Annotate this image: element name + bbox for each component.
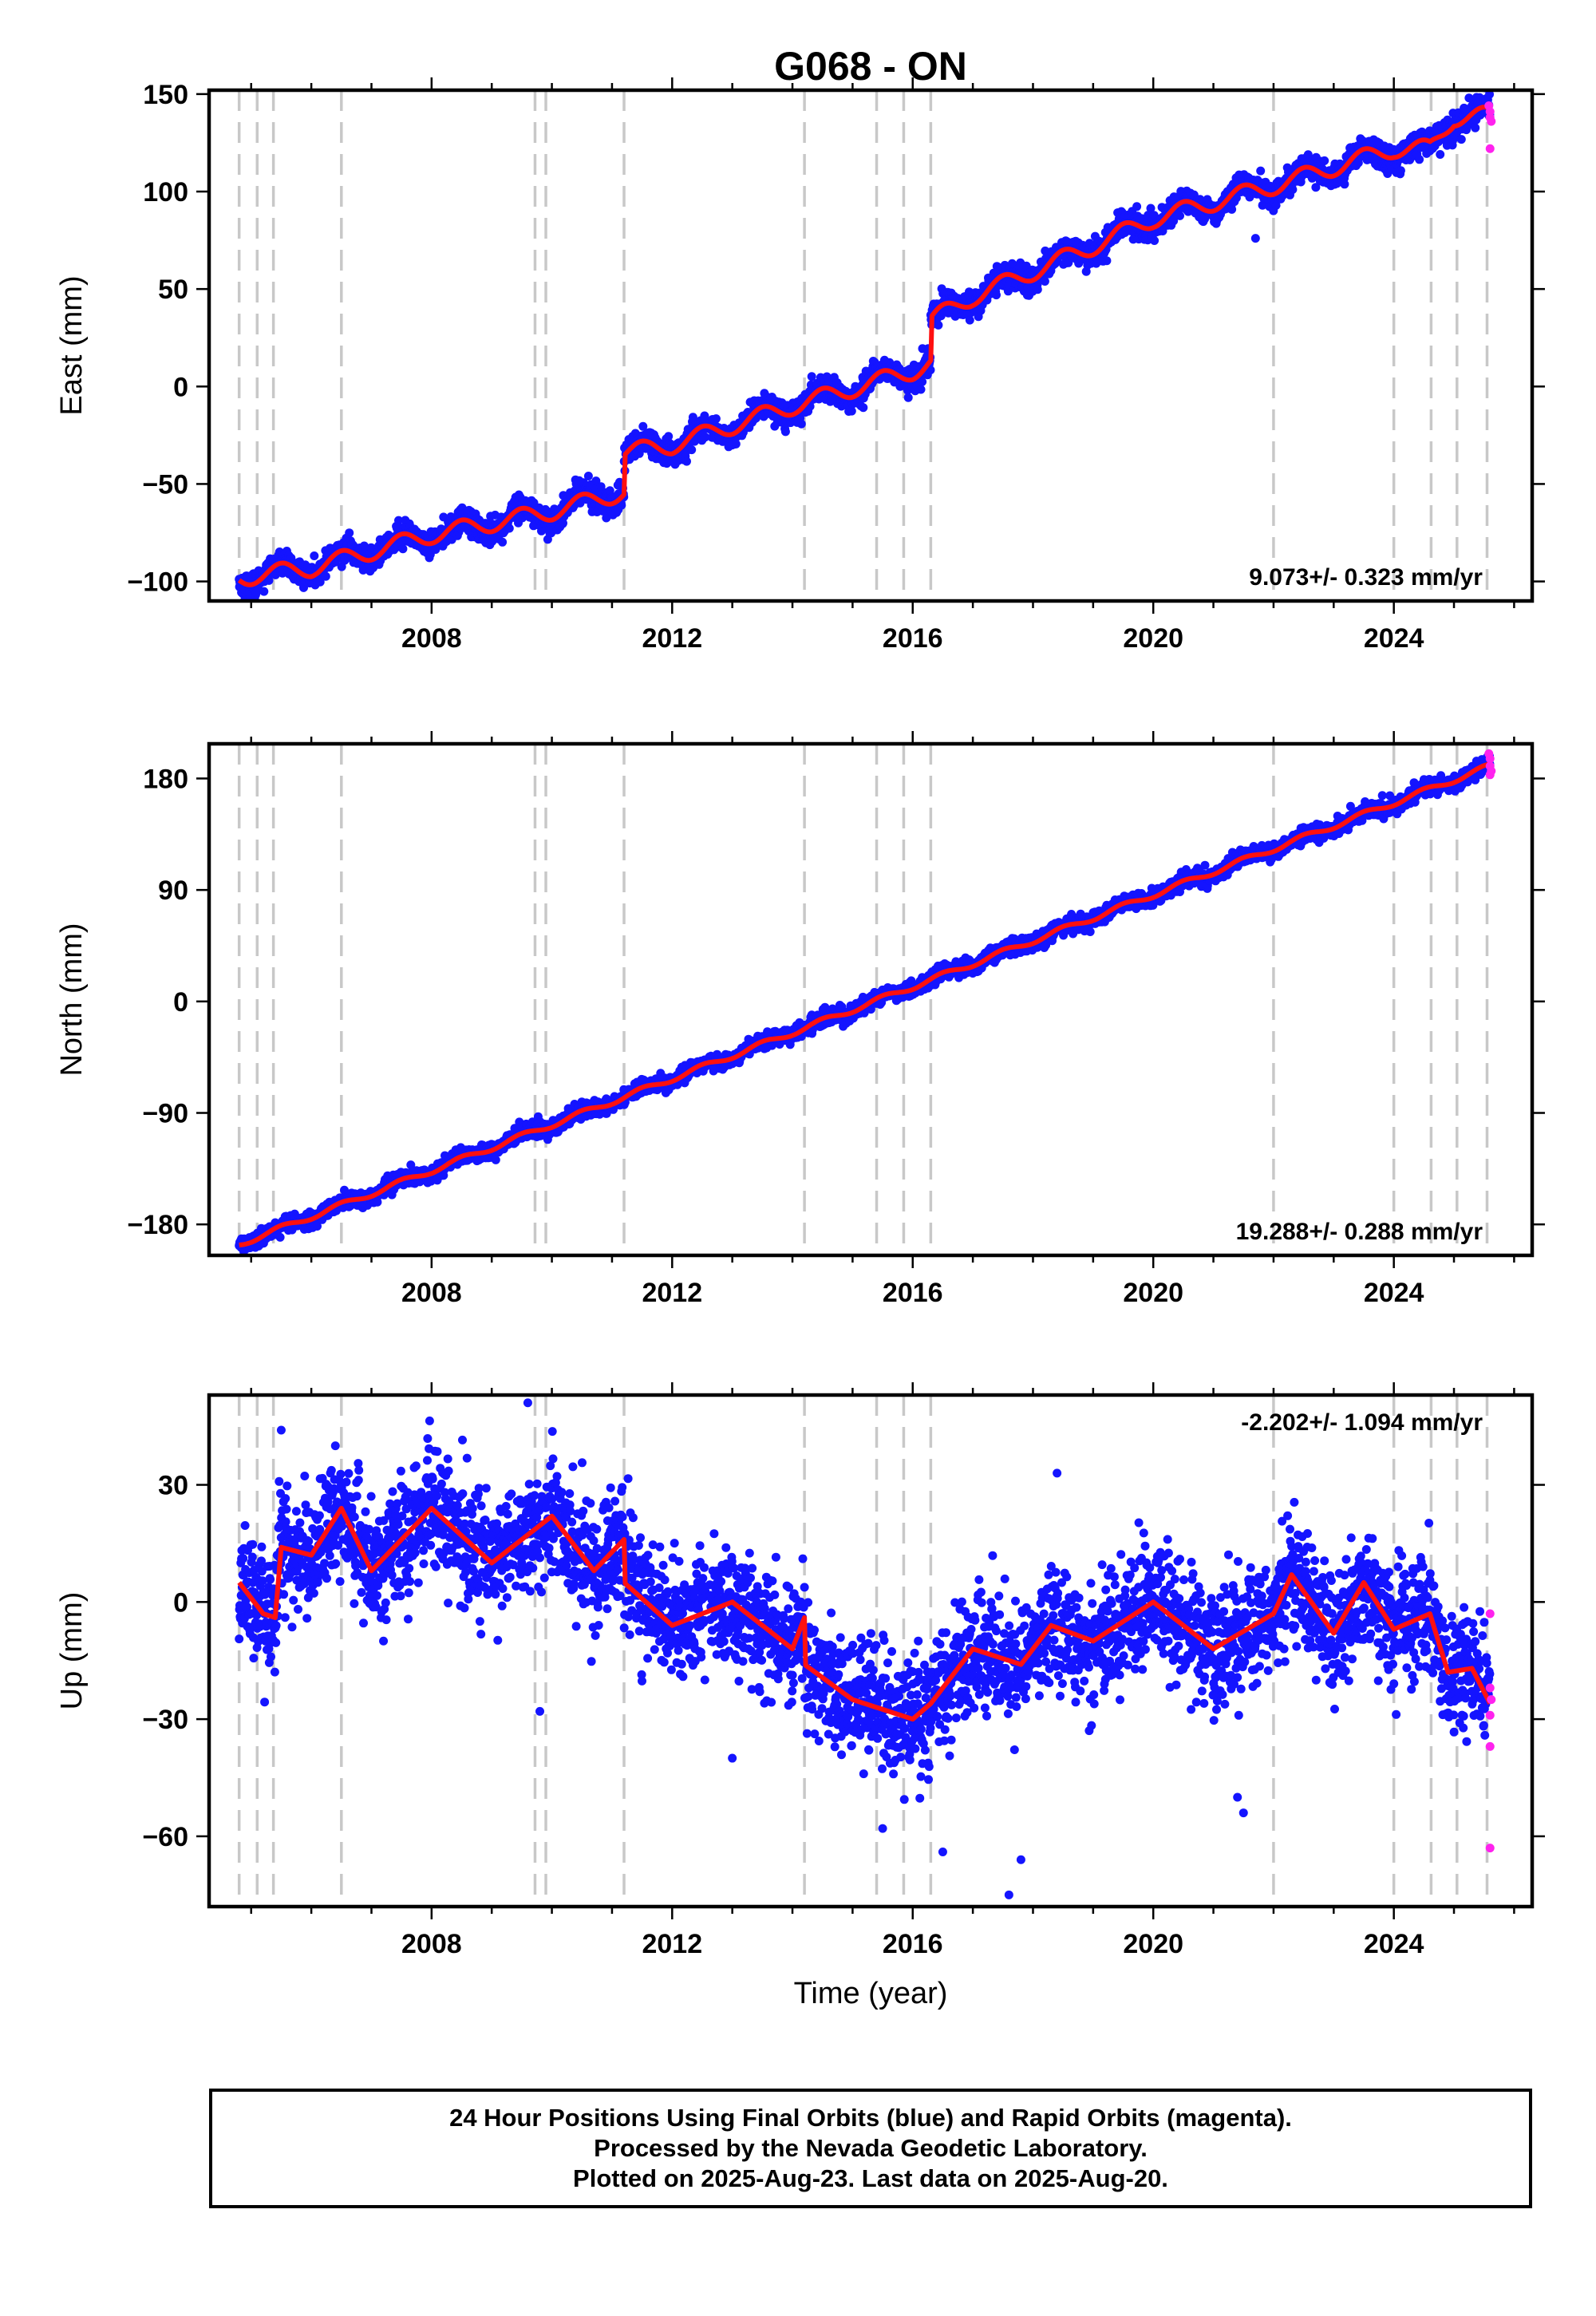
data-point bbox=[859, 403, 868, 413]
outlier-point bbox=[1464, 93, 1474, 103]
data-point bbox=[1396, 166, 1405, 176]
data-point bbox=[605, 486, 614, 496]
data-point bbox=[345, 528, 354, 538]
data-point bbox=[583, 472, 593, 480]
data-point bbox=[1040, 277, 1049, 286]
data-point bbox=[359, 541, 369, 551]
data-point bbox=[903, 393, 913, 402]
data-point bbox=[398, 544, 408, 554]
x-tick-label: 2024 bbox=[1364, 623, 1424, 654]
outlier-point bbox=[1250, 234, 1260, 243]
y-axis-label: East (mm) bbox=[55, 275, 89, 415]
data-point bbox=[321, 571, 330, 581]
data-point bbox=[259, 587, 269, 596]
y-tick-label: −100 bbox=[127, 567, 188, 598]
data-point bbox=[264, 575, 274, 585]
data-point bbox=[1150, 236, 1159, 245]
data-point bbox=[596, 482, 606, 492]
data-point bbox=[711, 414, 721, 424]
y-tick-label: 0 bbox=[173, 372, 188, 402]
x-tick-label: 2012 bbox=[642, 623, 702, 654]
data-point bbox=[807, 372, 816, 381]
data-point bbox=[1227, 204, 1237, 214]
data-point bbox=[1320, 156, 1329, 165]
data-point bbox=[965, 315, 974, 325]
data-point bbox=[780, 427, 790, 437]
data-point bbox=[926, 366, 935, 375]
data-point bbox=[1102, 256, 1112, 266]
data-point bbox=[1471, 123, 1480, 132]
x-tick-label: 2008 bbox=[401, 623, 462, 654]
data-point bbox=[916, 385, 926, 394]
event-lines bbox=[237, 90, 1489, 601]
data-point bbox=[1340, 180, 1349, 189]
data-point bbox=[310, 551, 319, 560]
data-point bbox=[617, 500, 626, 510]
data-point bbox=[1175, 211, 1184, 220]
data-point bbox=[934, 320, 943, 330]
data-point bbox=[1033, 285, 1042, 294]
data-point bbox=[602, 513, 611, 523]
y-tick-label: 150 bbox=[143, 80, 188, 110]
data-point bbox=[701, 433, 710, 442]
data-point bbox=[1007, 259, 1017, 268]
east-panel: 2008 2012 2016 2020 2024 −100 −50 0 50 100 150 East… bbox=[55, 77, 1545, 654]
data-point bbox=[1415, 155, 1424, 164]
x-tick-label: 2020 bbox=[1123, 623, 1183, 654]
data-point bbox=[918, 377, 927, 386]
data-point bbox=[664, 432, 674, 441]
data-point bbox=[1456, 135, 1466, 144]
data-point bbox=[491, 1155, 500, 1164]
data-point bbox=[1132, 202, 1142, 211]
y-tick-label: 100 bbox=[143, 177, 188, 207]
y-tick-label: −50 bbox=[142, 469, 188, 500]
rapid-point bbox=[1487, 117, 1496, 126]
data-point bbox=[1436, 150, 1445, 159]
data-point bbox=[504, 524, 514, 533]
data-point bbox=[847, 406, 856, 416]
data-point bbox=[1003, 287, 1013, 296]
x-tick-label: 2016 bbox=[883, 623, 943, 654]
data-point bbox=[992, 290, 1001, 300]
data-point bbox=[559, 519, 567, 528]
data-point bbox=[498, 537, 508, 547]
data-point bbox=[796, 419, 806, 429]
data-point bbox=[687, 445, 697, 455]
final-orbit-points bbox=[235, 90, 1495, 601]
data-point bbox=[315, 577, 325, 587]
figure-title: G068 - ON bbox=[774, 44, 967, 89]
data-point bbox=[394, 516, 403, 525]
data-point bbox=[731, 439, 741, 449]
data-point bbox=[275, 1232, 285, 1242]
rapid-point bbox=[1485, 144, 1495, 153]
data-point bbox=[591, 476, 601, 486]
data-point bbox=[1256, 166, 1266, 176]
velocity-rate-label: 9.073+/- 0.323 mm/yr bbox=[1249, 564, 1483, 591]
data-point bbox=[638, 421, 648, 431]
data-point bbox=[682, 456, 691, 466]
y-tick-label: 50 bbox=[158, 275, 188, 305]
